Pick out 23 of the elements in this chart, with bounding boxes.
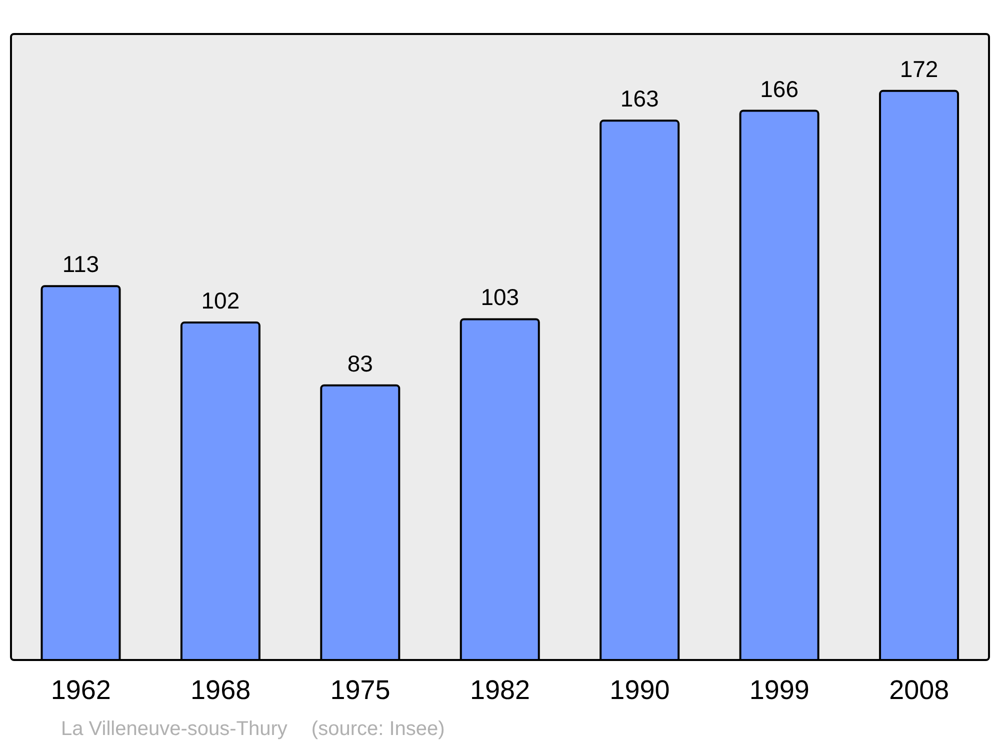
bar	[460, 318, 540, 661]
bar	[600, 120, 680, 661]
data-label: 113	[62, 251, 100, 278]
text: (source: Insee)	[311, 718, 445, 740]
x-tick-label: 1982	[470, 675, 530, 706]
x-tick-label: 1962	[50, 675, 111, 706]
bar	[739, 110, 820, 661]
data-label: 163	[620, 86, 659, 112]
data-label: 83	[347, 350, 373, 376]
data-label: 172	[900, 56, 938, 82]
bar	[320, 384, 400, 661]
bar	[879, 90, 960, 661]
x-tick-label: 1990	[610, 675, 670, 706]
data-label: 102	[201, 288, 240, 314]
x-tick-label: 1975	[330, 675, 390, 706]
x-tick-label: 1968	[190, 675, 251, 706]
data-label: 103	[480, 284, 520, 310]
bar	[40, 285, 121, 661]
data-label: 166	[760, 76, 798, 102]
x-tick-label: 1999	[749, 675, 810, 706]
text: La Villeneuve-sous-Thury	[61, 718, 288, 740]
bar	[180, 322, 260, 661]
x-tick-label: 2008	[889, 675, 950, 706]
